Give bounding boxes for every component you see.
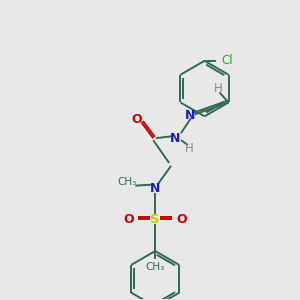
Text: O: O	[177, 213, 187, 226]
Text: H: H	[184, 142, 193, 154]
Text: O: O	[131, 113, 142, 126]
Text: N: N	[150, 182, 160, 195]
Text: Cl: Cl	[221, 54, 233, 67]
Text: N: N	[170, 132, 180, 145]
Text: CH₃: CH₃	[146, 262, 165, 272]
Text: N: N	[185, 109, 195, 122]
Text: CH₃: CH₃	[118, 177, 137, 187]
Text: O: O	[123, 213, 134, 226]
Text: S: S	[150, 213, 160, 226]
Text: H: H	[214, 82, 223, 95]
